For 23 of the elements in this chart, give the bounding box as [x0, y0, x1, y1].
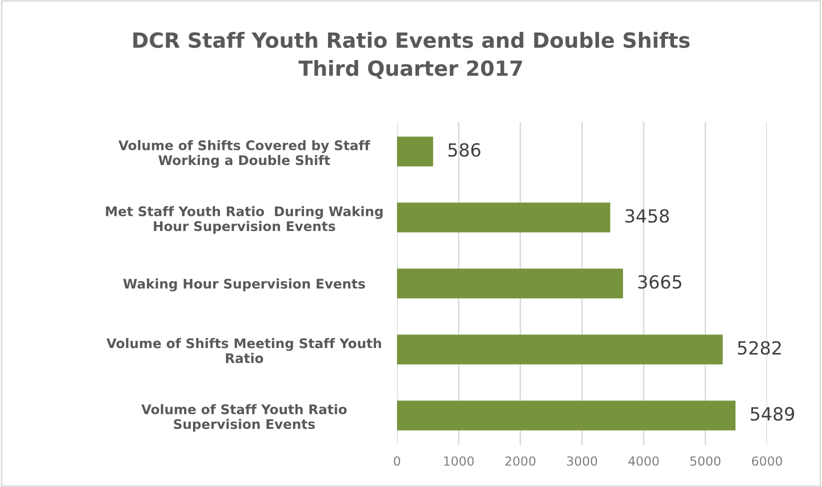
data-label: 586 [448, 143, 480, 157]
bar [397, 400, 736, 430]
data-label: 3665 [638, 275, 682, 289]
bar [397, 334, 723, 364]
y-tick-label: Volume of Staff Youth Ratio Supervision Events [141, 404, 347, 432]
bar [397, 202, 610, 232]
x-tick-label: 4000 [628, 456, 659, 466]
data-label: 5489 [750, 407, 794, 421]
bar [397, 268, 624, 298]
x-tick-label: 2000 [505, 456, 536, 466]
data-label: 5282 [738, 341, 781, 355]
y-tick-label: Volume of Shifts Meeting Staff Youth Ratio [106, 338, 382, 364]
bar [397, 136, 434, 166]
x-tick-label: 1000 [444, 456, 474, 466]
x-tick-label: 3000 [567, 456, 598, 466]
x-tick-label: 6000 [752, 456, 782, 466]
x-tick-label: 5000 [690, 456, 720, 466]
x-tick-label: 0 [394, 456, 400, 466]
y-tick-label: Waking Hour Supervision Events [123, 278, 365, 292]
chart-title: DCR Staff Youth Ratio Events and Double Shifts Third Quarter 2017 [133, 32, 690, 79]
y-tick-label: Met Staff Youth Ratio During Waking Hour Supervision Events [106, 206, 383, 234]
data-label: 3458 [626, 209, 669, 223]
y-tick-label: Volume of Shifts Covered by Staff Working a Double Shift [118, 140, 370, 168]
